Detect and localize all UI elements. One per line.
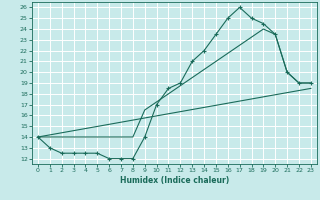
X-axis label: Humidex (Indice chaleur): Humidex (Indice chaleur) [120,176,229,185]
